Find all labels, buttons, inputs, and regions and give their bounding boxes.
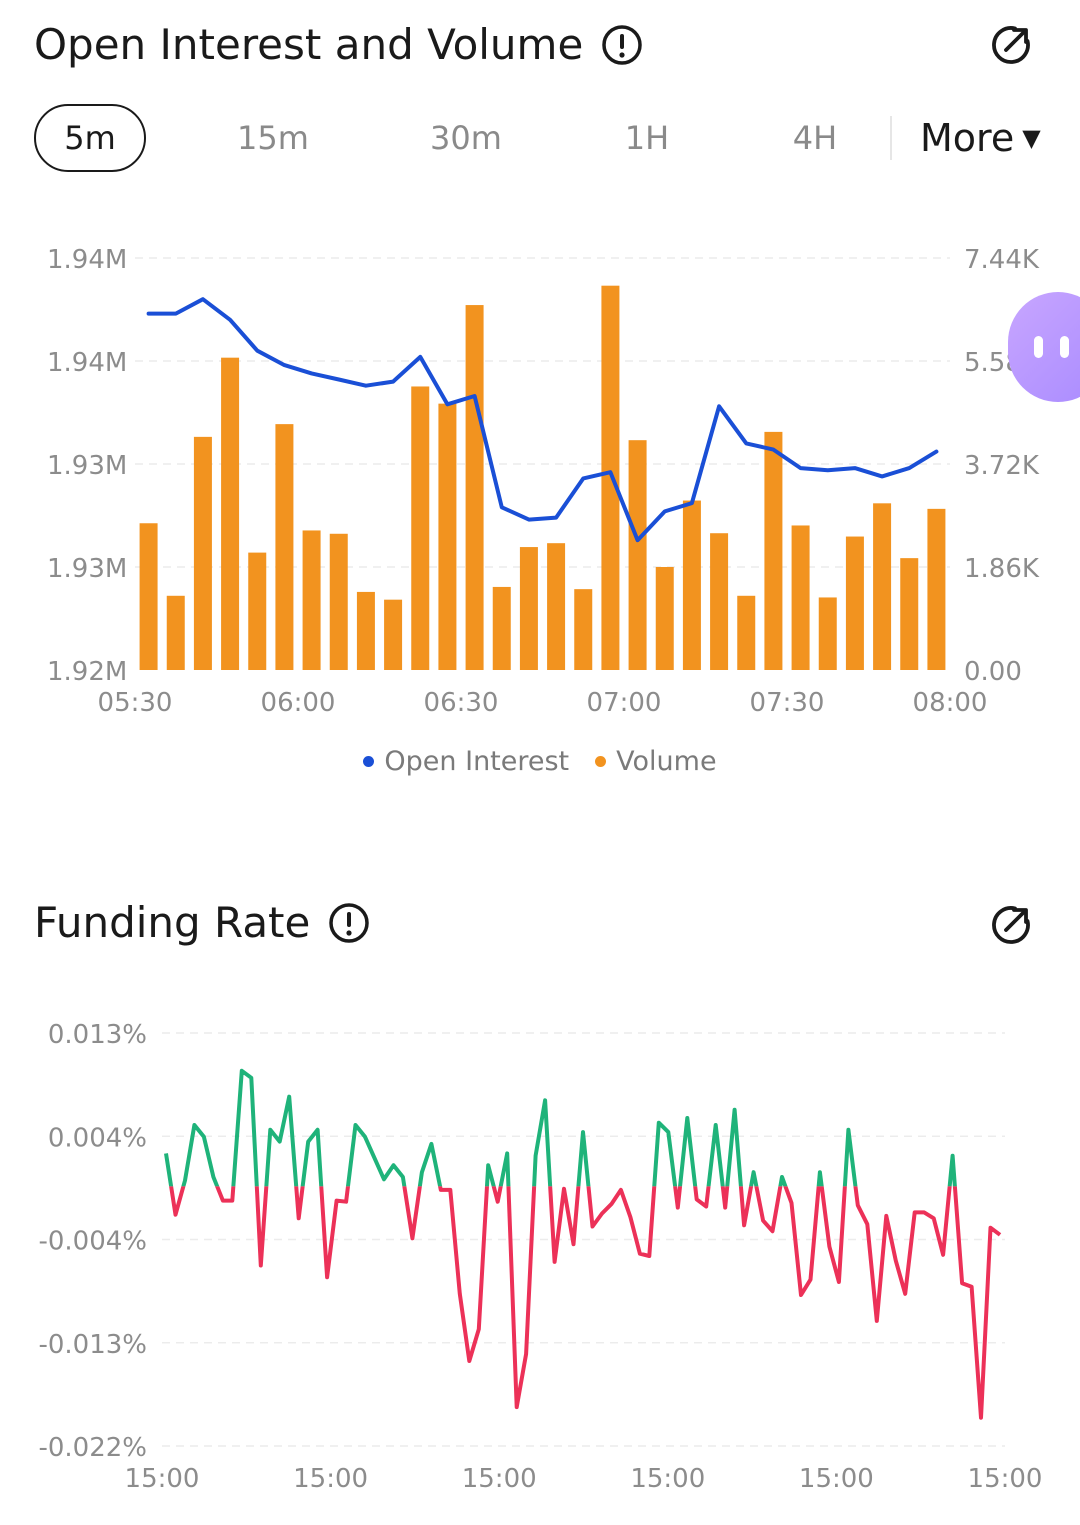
- volume-bar[interactable]: [737, 595, 756, 670]
- volume-bar[interactable]: [682, 500, 701, 670]
- legend-volume[interactable]: Volume: [595, 746, 717, 777]
- volume-bar[interactable]: [302, 530, 321, 670]
- funding-rate-line-negative[interactable]: [166, 1071, 1002, 1420]
- x-tick-label: 08:00: [913, 688, 988, 718]
- volume-bar[interactable]: [356, 591, 375, 670]
- oi-chart-legend: Open Interest Volume: [0, 746, 1080, 777]
- x-tick-label: 07:00: [587, 688, 662, 718]
- funding-rate-line-positive[interactable]: [164, 1068, 1000, 1418]
- y-left-tick-label: 1.92M: [47, 657, 127, 687]
- info-icon[interactable]: [328, 902, 370, 944]
- legend-dot-blue: [363, 756, 375, 767]
- volume-bar[interactable]: [900, 558, 919, 670]
- volume-bar[interactable]: [574, 589, 593, 670]
- legend-dot-orange: [595, 756, 607, 767]
- tab-30m[interactable]: 30m: [430, 119, 502, 157]
- x-tick-label: 06:00: [261, 688, 336, 718]
- chevron-down-icon: ▼: [1022, 124, 1041, 152]
- x-tick-label: 15:00: [293, 1464, 368, 1494]
- y-right-tick-label: 3.72K: [964, 451, 1040, 481]
- tab-divider: [890, 116, 892, 160]
- bubble-eye-left: [1034, 336, 1043, 358]
- volume-bar[interactable]: [873, 503, 892, 670]
- tab-15m[interactable]: 15m: [237, 119, 309, 157]
- bubble-eye-right: [1060, 336, 1069, 358]
- info-icon[interactable]: [601, 24, 643, 66]
- x-tick-label: 05:30: [98, 688, 173, 718]
- volume-bar[interactable]: [384, 599, 403, 670]
- tab-4h[interactable]: 4H: [792, 119, 838, 157]
- volume-bar[interactable]: [221, 357, 240, 670]
- share-icon[interactable]: [990, 24, 1032, 66]
- x-tick-label: 15:00: [630, 1464, 705, 1494]
- volume-bar[interactable]: [818, 597, 837, 670]
- volume-bar[interactable]: [438, 403, 457, 670]
- fr-section-title: Funding Rate: [34, 898, 370, 947]
- y-tick-label: -0.004%: [38, 1227, 147, 1257]
- fr-title-text: Funding Rate: [34, 898, 311, 947]
- volume-bar[interactable]: [927, 508, 946, 670]
- x-tick-label: 15:00: [799, 1464, 874, 1494]
- more-label: More: [920, 116, 1015, 160]
- assistant-bubble[interactable]: [1008, 292, 1080, 402]
- y-tick-label: -0.013%: [38, 1330, 147, 1360]
- volume-bar[interactable]: [764, 431, 783, 670]
- volume-bar[interactable]: [845, 536, 864, 670]
- volume-bar[interactable]: [193, 436, 212, 670]
- open-interest-line[interactable]: [146, 297, 939, 543]
- tab-1h[interactable]: 1H: [624, 119, 670, 157]
- volume-bar[interactable]: [329, 533, 348, 670]
- y-left-tick-label: 1.93M: [47, 554, 127, 584]
- oi-title-text: Open Interest and Volume: [34, 20, 584, 69]
- y-right-tick-label: 0.00: [964, 657, 1022, 687]
- volume-bar[interactable]: [411, 386, 430, 670]
- volume-bar[interactable]: [519, 547, 538, 670]
- share-icon[interactable]: [990, 904, 1032, 946]
- y-left-tick-label: 1.93M: [47, 451, 127, 481]
- volume-bar[interactable]: [547, 543, 566, 670]
- volume-bar[interactable]: [166, 595, 185, 670]
- more-dropdown[interactable]: More ▼: [920, 104, 1041, 172]
- y-tick-label: 0.013%: [48, 1020, 147, 1050]
- x-tick-label: 06:30: [424, 688, 499, 718]
- x-tick-label: 15:00: [462, 1464, 537, 1494]
- y-left-tick-label: 1.94M: [47, 245, 127, 275]
- legend-label-volume: Volume: [616, 746, 717, 777]
- volume-bar[interactable]: [492, 586, 511, 670]
- volume-bar[interactable]: [248, 552, 267, 670]
- x-tick-label: 15:00: [968, 1464, 1043, 1494]
- y-right-tick-label: 1.86K: [964, 554, 1040, 584]
- legend-label-oi: Open Interest: [384, 746, 570, 777]
- x-tick-label: 15:00: [125, 1464, 200, 1494]
- y-tick-label: -0.022%: [38, 1433, 147, 1463]
- x-tick-label: 07:30: [750, 688, 825, 718]
- legend-open-interest[interactable]: Open Interest: [363, 746, 569, 777]
- y-right-tick-label: 7.44K: [964, 245, 1040, 275]
- volume-bar[interactable]: [275, 424, 294, 670]
- volume-bar[interactable]: [139, 523, 158, 670]
- volume-bar[interactable]: [710, 533, 729, 670]
- y-tick-label: 0.004%: [48, 1123, 147, 1153]
- oi-section-title: Open Interest and Volume: [34, 20, 643, 69]
- volume-bar[interactable]: [655, 567, 674, 670]
- volume-bar[interactable]: [791, 525, 810, 670]
- tab-5m[interactable]: 5m: [34, 104, 146, 172]
- volume-bar[interactable]: [465, 305, 484, 670]
- volume-bar[interactable]: [601, 285, 620, 670]
- funding-rate-chart: 0.013%0.004%-0.004%-0.013%-0.022%15:00 15…: [38, 1020, 1043, 1494]
- y-left-tick-label: 1.94M: [47, 348, 127, 378]
- volume-bar[interactable]: [628, 440, 647, 670]
